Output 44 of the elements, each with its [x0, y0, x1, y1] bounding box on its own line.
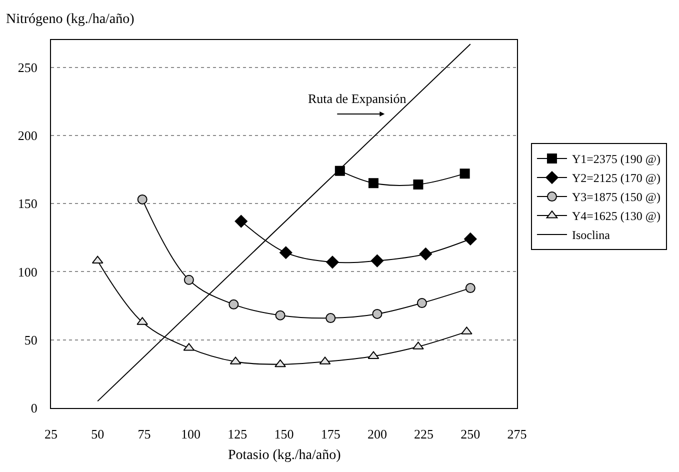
point — [326, 313, 336, 324]
point — [326, 256, 339, 269]
x-tick-label: 250 — [460, 426, 480, 442]
x-tick-label: 200 — [367, 426, 387, 442]
x-tick-label: 175 — [320, 426, 340, 442]
x-tick-label: 100 — [181, 426, 201, 442]
point — [368, 178, 378, 188]
x-tick-label: 50 — [91, 426, 104, 442]
point — [137, 194, 148, 204]
point — [465, 283, 476, 294]
y-tick-label: 50 — [24, 332, 38, 348]
point — [274, 359, 286, 368]
point — [372, 308, 382, 319]
x-tick-label: 75 — [138, 426, 151, 442]
legend-label: Y4=1625 (130 @) — [572, 209, 660, 224]
point — [280, 246, 292, 259]
y-axis-title: Nitrógeno (kg./ha/año) — [6, 12, 135, 27]
point — [370, 254, 384, 268]
y-tick-label: 100 — [18, 264, 38, 280]
x-axis-title: Potasio (kg./ha/año) — [228, 448, 342, 463]
point — [460, 168, 470, 179]
y-tick-label: 150 — [18, 196, 38, 212]
x-tick-label: 150 — [274, 426, 294, 442]
x-tick-label: 25 — [44, 426, 58, 442]
point — [184, 274, 194, 285]
point — [464, 232, 477, 246]
point — [416, 298, 427, 308]
legend-label: Y2=2125 (170 @) — [572, 171, 660, 186]
x-tick-label: 275 — [507, 426, 527, 442]
point — [234, 214, 248, 228]
point — [275, 310, 286, 320]
legend-label: Isoclina — [572, 228, 611, 242]
legend-label: Y3=1875 (150 @) — [572, 190, 660, 204]
point — [92, 256, 104, 264]
point — [413, 179, 424, 190]
legend-label: Y1=2375 (190 @) — [572, 152, 660, 166]
annotation: Ruta de Expansión — [308, 91, 407, 106]
x-tick-label: 125 — [228, 426, 248, 442]
y-tick-label: 250 — [18, 60, 38, 75]
y-tick-label: 200 — [18, 128, 38, 143]
point — [419, 248, 432, 260]
x-tick-label: 225 — [414, 426, 434, 442]
y-tick-label: 0 — [30, 400, 38, 416]
point — [228, 299, 239, 310]
